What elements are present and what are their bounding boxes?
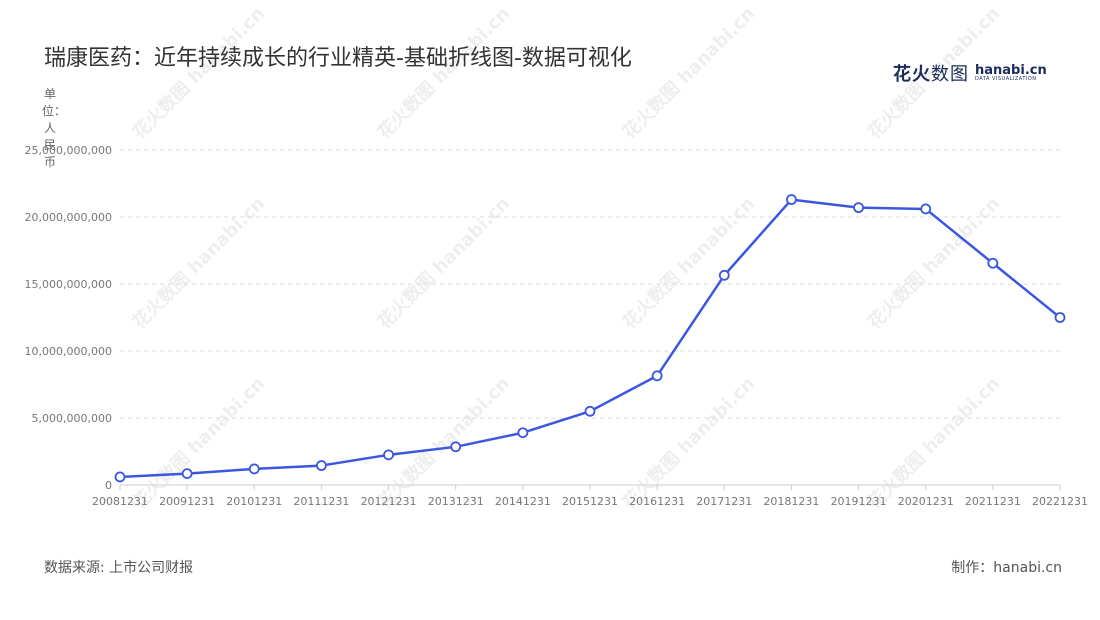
y-tick-label: 5,000,000,000 bbox=[32, 412, 112, 425]
y-tick-label: 25,000,000,000 bbox=[25, 144, 112, 157]
x-tick-label: 20221231 bbox=[1032, 495, 1088, 508]
watermark: 花火数图 hanabi.cn bbox=[618, 2, 759, 143]
watermark-text: 花火数图 hanabi.cn bbox=[618, 192, 759, 333]
y-tick-label: 10,000,000,000 bbox=[25, 345, 112, 358]
x-tick-label: 20101231 bbox=[226, 495, 282, 508]
x-tick-label: 20081231 bbox=[92, 495, 148, 508]
brand-cn-thin: 数图 bbox=[931, 64, 969, 85]
watermark: 花火数图 hanabi.cn bbox=[373, 372, 514, 513]
brand-english: hanabi.cn DATA VISUALIZATION bbox=[975, 64, 1047, 82]
x-tick-label: 20151231 bbox=[562, 495, 618, 508]
brand-name: hanabi.cn bbox=[975, 63, 1047, 78]
watermark: 花火数图 hanabi.cn bbox=[618, 372, 759, 513]
brand-cn-bold: 花火 bbox=[893, 64, 931, 85]
data-point bbox=[114, 471, 126, 483]
brand-tagline: DATA VISUALIZATION bbox=[975, 76, 1037, 82]
watermark: 花火数图 hanabi.cn bbox=[863, 2, 1004, 143]
y-tick-label: 0 bbox=[105, 479, 112, 492]
data-point bbox=[718, 269, 730, 281]
data-point bbox=[248, 463, 260, 475]
watermark-text: 花火数图 hanabi.cn bbox=[863, 2, 1004, 143]
watermark: 花火数图 hanabi.cn bbox=[863, 192, 1004, 333]
x-tick-label: 20091231 bbox=[159, 495, 215, 508]
x-tick-label: 20161231 bbox=[629, 495, 685, 508]
watermark-text: 花火数图 hanabi.cn bbox=[128, 2, 269, 143]
data-point bbox=[450, 441, 462, 453]
data-point bbox=[181, 468, 193, 480]
chart-title: 瑞康医药：近年持续成长的行业精英-基础折线图-数据可视化 bbox=[44, 46, 632, 71]
watermark-text: 花火数图 hanabi.cn bbox=[618, 372, 759, 513]
data-point bbox=[383, 449, 394, 461]
series-line bbox=[119, 198, 1061, 479]
x-tick-label: 20181231 bbox=[763, 495, 819, 508]
y-axis-unit-label: 单位：人民币 bbox=[42, 87, 67, 169]
data-source-note: 数据来源: 上市公司财报 bbox=[44, 560, 194, 576]
x-tick-label: 20201231 bbox=[898, 495, 954, 508]
x-tick-label: 20211231 bbox=[965, 495, 1021, 508]
data-point bbox=[651, 370, 663, 382]
watermark-text: 花火数图 hanabi.cn bbox=[128, 372, 269, 513]
data-point bbox=[316, 460, 327, 471]
data-point bbox=[584, 405, 596, 417]
x-tick-label: 20121231 bbox=[361, 495, 417, 508]
watermark: 花火数图 hanabi.cn bbox=[863, 372, 1004, 513]
watermark-text: 花火数图 hanabi.cn bbox=[373, 192, 514, 333]
watermark: 花火数图 hanabi.cn bbox=[128, 372, 269, 513]
data-point bbox=[517, 427, 529, 439]
brand-logo[interactable]: 花火数图 hanabi.cn DATA VISUALIZATION bbox=[893, 60, 1047, 86]
watermark-text: 花火数图 hanabi.cn bbox=[618, 2, 759, 143]
credit-note: 制作：hanabi.cn bbox=[951, 560, 1062, 576]
y-tick-label: 15,000,000,000 bbox=[25, 278, 112, 291]
x-tick-label: 20171231 bbox=[696, 495, 752, 508]
data-point bbox=[786, 194, 797, 205]
watermark-text: 花火数图 hanabi.cn bbox=[863, 372, 1004, 513]
watermark: 花火数图 hanabi.cn bbox=[128, 192, 269, 333]
data-point bbox=[1054, 312, 1066, 323]
watermark-text: 花火数图 hanabi.cn bbox=[128, 192, 269, 333]
watermark-text: 花火数图 hanabi.cn bbox=[863, 192, 1004, 333]
watermark-text: 花火数图 hanabi.cn bbox=[373, 372, 514, 513]
x-tick-label: 20191231 bbox=[831, 495, 887, 508]
data-point bbox=[853, 202, 864, 214]
x-tick-label: 20131231 bbox=[428, 495, 484, 508]
data-point bbox=[920, 203, 932, 215]
watermark: 花火数图 hanabi.cn bbox=[618, 192, 759, 333]
x-tick-label: 20141231 bbox=[495, 495, 551, 508]
watermark-text: 花火数图 hanabi.cn bbox=[373, 2, 514, 143]
watermark: 花火数图 hanabi.cn bbox=[373, 2, 514, 143]
x-tick-label: 20111231 bbox=[293, 495, 349, 508]
y-tick-label: 20,000,000,000 bbox=[25, 211, 112, 224]
data-point bbox=[987, 257, 999, 269]
watermark: 花火数图 hanabi.cn bbox=[373, 192, 514, 333]
watermark: 花火数图 hanabi.cn bbox=[128, 2, 269, 143]
brand-chinese: 花火数图 bbox=[893, 60, 969, 86]
